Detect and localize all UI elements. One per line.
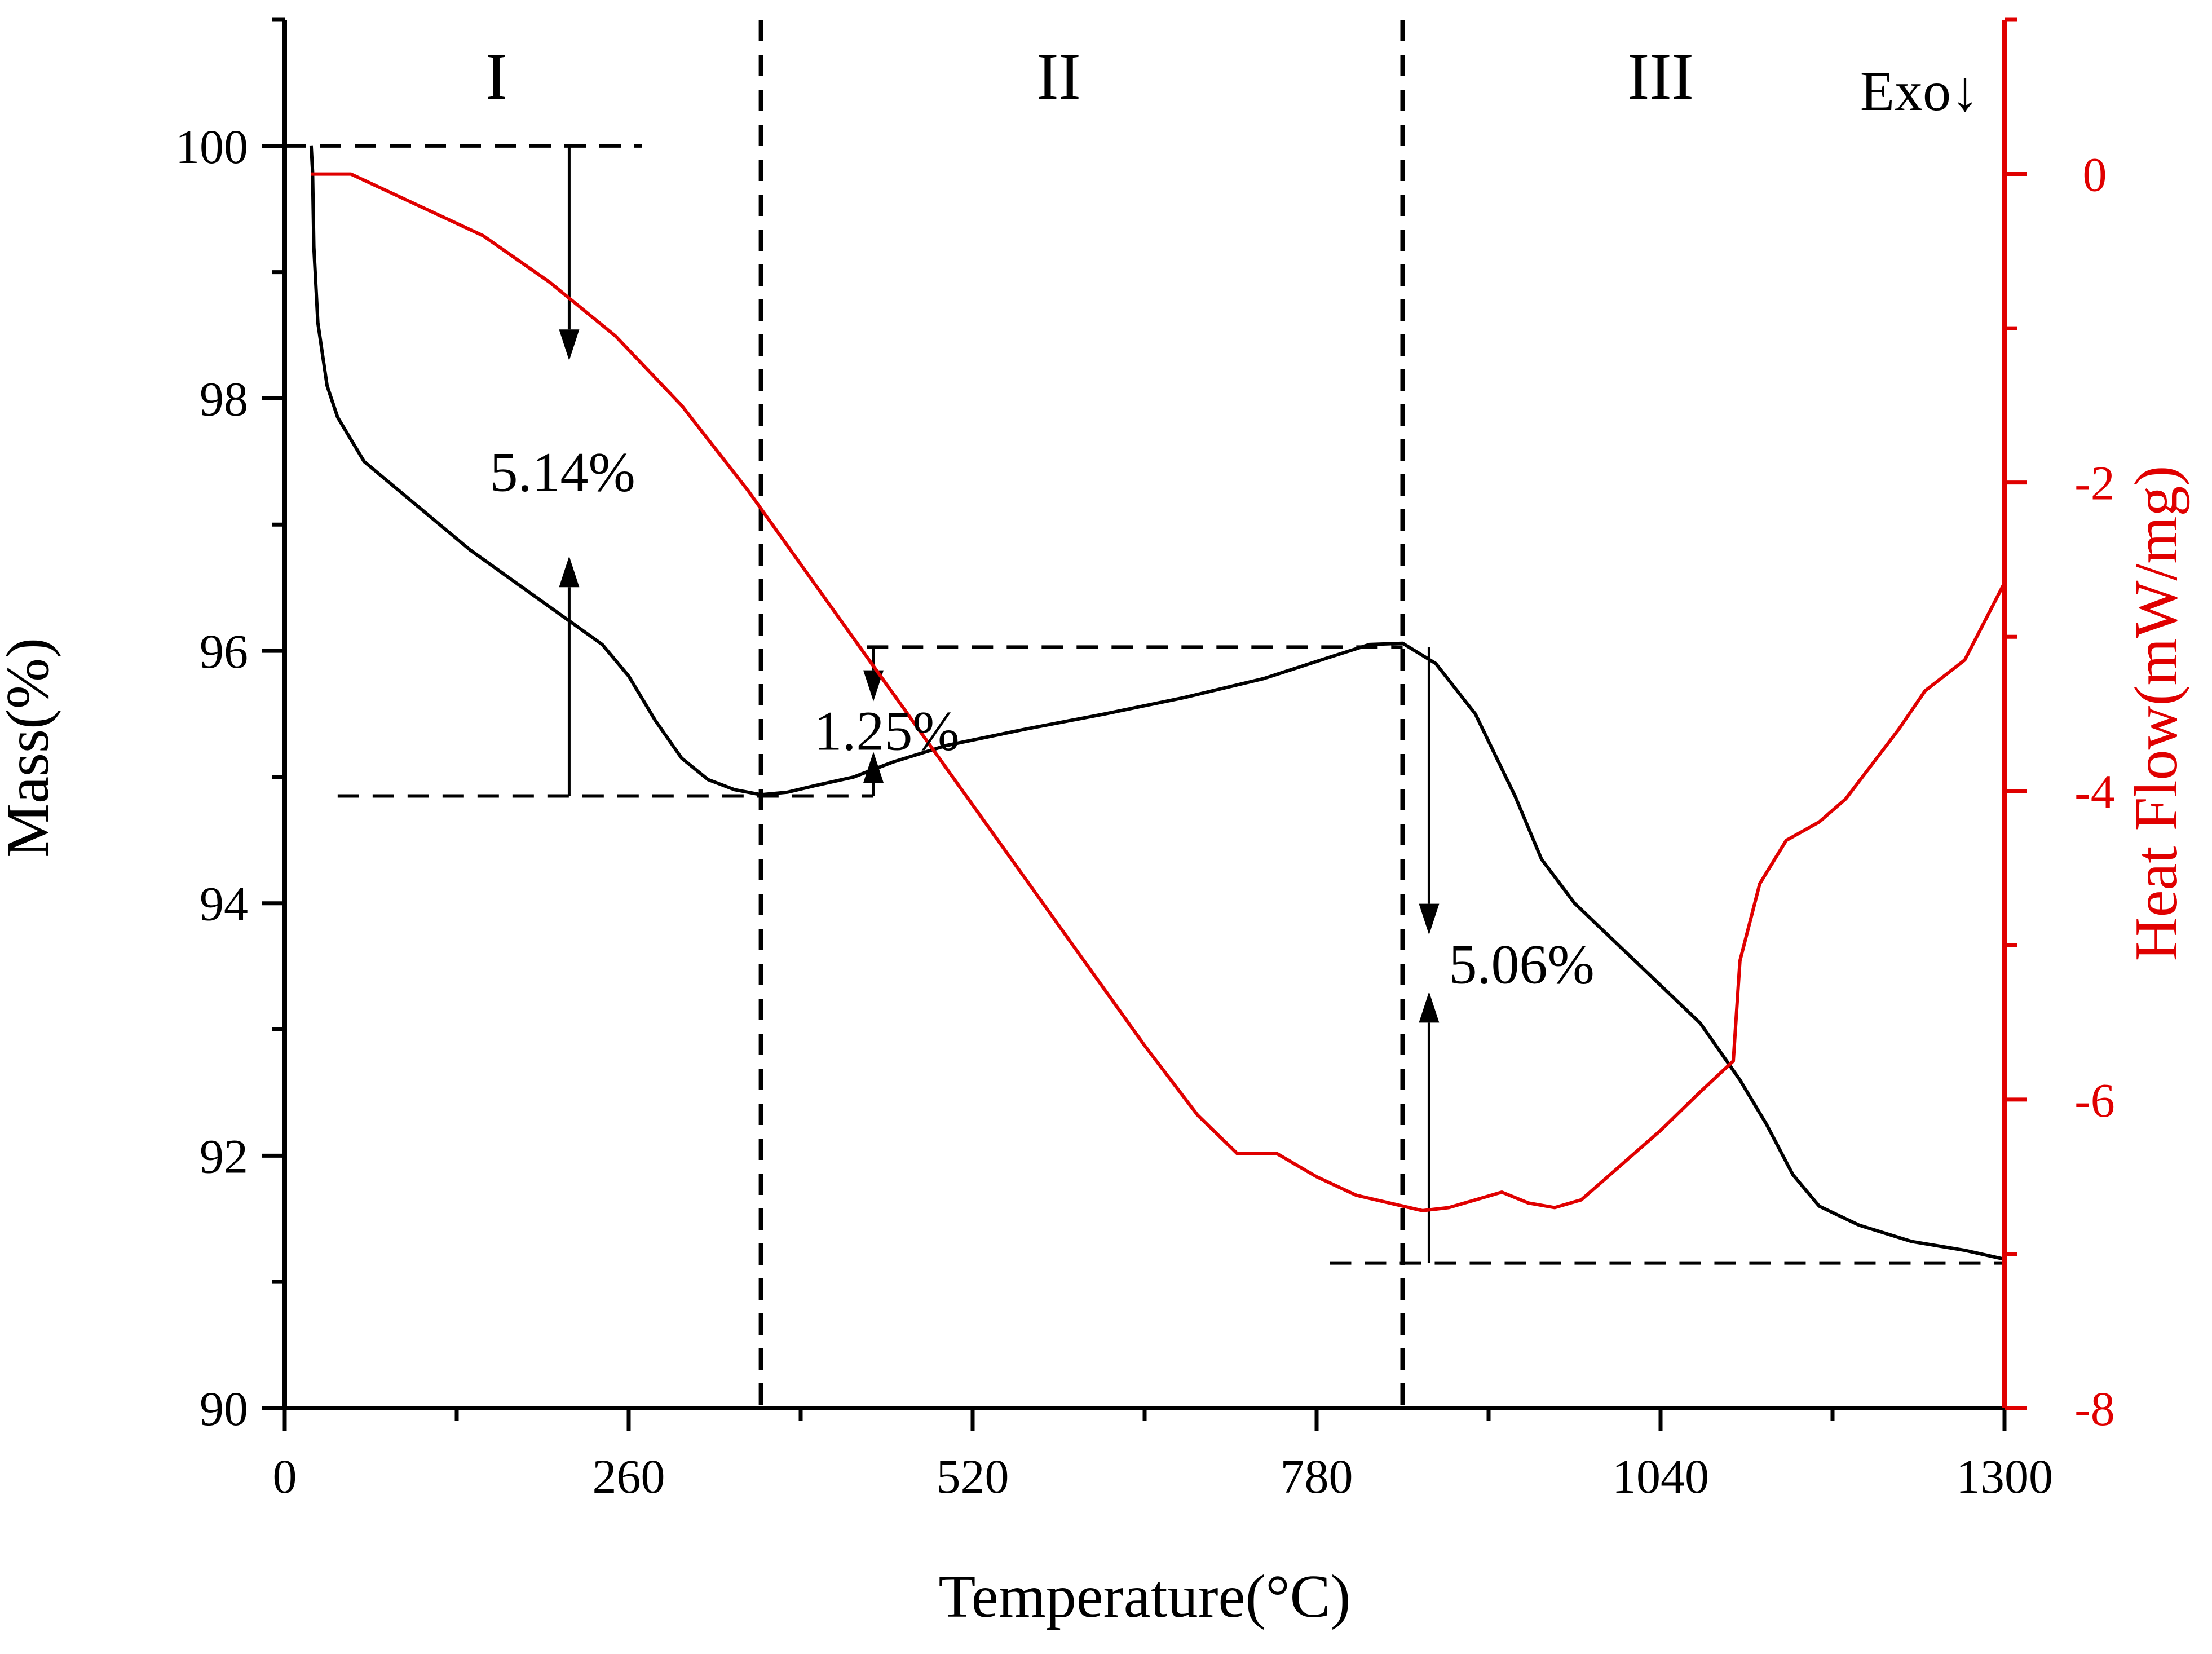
x-tick-label: 780 [1281, 1449, 1353, 1503]
region-label-i: I [485, 39, 507, 113]
y-right-axis-title: Heat Flow(mW/mg) [2123, 466, 2190, 961]
text-layer: 0 260 520 780 1040 1300 90 92 94 96 98 100 -8 -6 -4 -2 0… [0, 39, 2190, 1630]
arrow-head-6 [1419, 991, 1440, 1023]
y-left-tick-label: 96 [200, 624, 248, 678]
y-right-tick-label: -2 [2074, 456, 2115, 510]
region-label-iii: III [1627, 39, 1694, 113]
region-label-ii: II [1036, 39, 1081, 113]
x-tick-label: 260 [593, 1449, 665, 1503]
guide-layer [285, 20, 2005, 1408]
y-left-tick-label: 92 [200, 1129, 248, 1183]
x-tick-label: 1300 [1956, 1449, 2053, 1503]
series-line-mass [309, 145, 2005, 1261]
series-line-heat-flow [311, 172, 2006, 1212]
arrow-head-3 [863, 670, 884, 702]
y-left-axis-title: Mass(%) [0, 638, 61, 858]
series-layer [309, 145, 2006, 1261]
y-right-tick-label: -6 [2074, 1073, 2115, 1127]
y-left-tick-label: 94 [200, 877, 248, 931]
x-tick-label: 1040 [1612, 1449, 1709, 1503]
mass-loss-annotation-2: 1.25% [814, 700, 959, 762]
mass-loss-annotation-1: 5.14% [490, 441, 635, 504]
y-right-tick-label: 0 [2083, 148, 2107, 202]
exo-direction-label: Exo↓ [1860, 60, 1979, 122]
y-right-tick-label: -8 [2074, 1382, 2115, 1436]
axis-layer [262, 17, 2027, 1431]
x-axis-title: Temperature(°C) [938, 1563, 1350, 1630]
x-tick-label: 520 [937, 1449, 1009, 1503]
mass-loss-annotation-3: 5.06% [1449, 933, 1594, 996]
arrow-head-5 [1419, 903, 1440, 935]
y-left-tick-label: 100 [175, 120, 248, 174]
x-tick-label: 0 [273, 1449, 297, 1503]
y-right-tick-label: -4 [2074, 765, 2115, 819]
y-left-tick-label: 98 [200, 372, 248, 426]
arrow-head-4 [863, 752, 884, 783]
arrow-head-1 [559, 329, 580, 361]
arrow-head-2 [559, 556, 580, 588]
y-left-tick-label: 90 [200, 1382, 248, 1436]
